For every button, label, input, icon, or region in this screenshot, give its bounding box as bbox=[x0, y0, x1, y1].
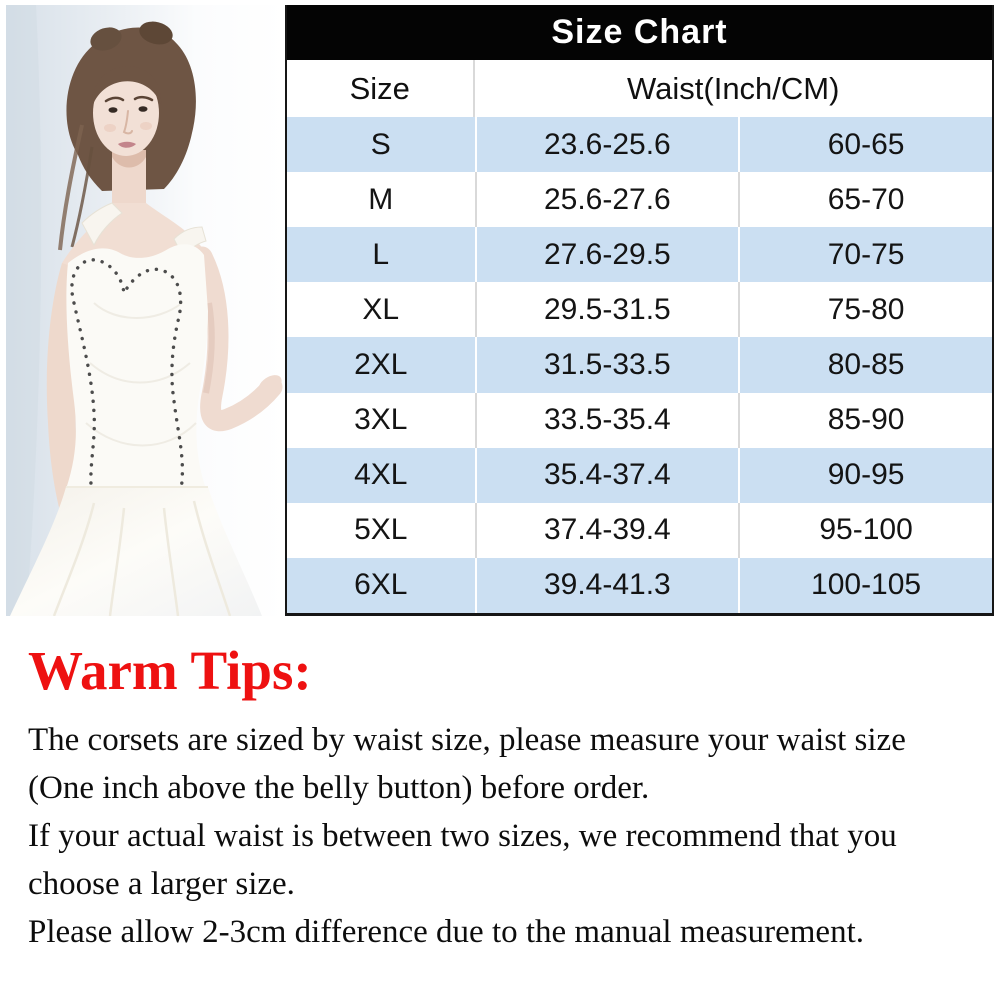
size-chart-body: S 23.6-25.6 60-65 M 25.6-27.6 65-70 L 27… bbox=[287, 117, 992, 613]
table-row: 5XL 37.4-39.4 95-100 bbox=[287, 502, 992, 558]
table-row: 2XL 31.5-33.5 80-85 bbox=[287, 337, 992, 393]
size-cell: 4XL bbox=[354, 458, 408, 492]
warm-tips-line: choose a larger size. bbox=[28, 866, 295, 902]
size-cell: 2XL bbox=[354, 347, 408, 381]
model-photo bbox=[6, 5, 285, 616]
warm-tips-line: (One inch above the belly button) before… bbox=[28, 770, 650, 806]
waist-inch-cell: 29.5-31.5 bbox=[474, 282, 739, 338]
warm-tips-line: If your actual waist is between two size… bbox=[28, 818, 897, 854]
waist-inch-cell: 35.4-37.4 bbox=[474, 447, 739, 503]
size-cell: L bbox=[372, 237, 390, 271]
size-cell: 6XL bbox=[354, 568, 408, 602]
waist-cm-cell: 65-70 bbox=[738, 172, 992, 228]
size-cell: 5XL bbox=[354, 513, 408, 547]
waist-cm-cell: 80-85 bbox=[738, 337, 992, 393]
waist-inch-cell: 23.6-25.6 bbox=[474, 117, 739, 173]
size-chart-header-row: Size Waist(Inch/CM) bbox=[287, 60, 992, 117]
waist-inch-cell: 25.6-27.6 bbox=[474, 172, 739, 228]
column-header-size: Size bbox=[287, 60, 475, 117]
waist-cm-cell: 75-80 bbox=[738, 282, 992, 338]
warm-tips-heading: Warm Tips: bbox=[28, 640, 312, 701]
waist-inch-cell: 37.4-39.4 bbox=[474, 502, 739, 558]
table-row: XL 29.5-31.5 75-80 bbox=[287, 282, 992, 338]
waist-inch-cell: 33.5-35.4 bbox=[474, 392, 739, 448]
waist-cm-cell: 70-75 bbox=[738, 227, 992, 283]
table-row: 4XL 35.4-37.4 90-95 bbox=[287, 447, 992, 503]
model-illustration bbox=[6, 5, 285, 616]
warm-tips-line: The corsets are sized by waist size, ple… bbox=[28, 722, 906, 758]
warm-tips-section: Warm Tips: The corsets are sized by wais… bbox=[28, 640, 988, 956]
column-header-waist: Waist(Inch/CM) bbox=[627, 70, 840, 106]
waist-cm-cell: 90-95 bbox=[738, 447, 992, 503]
size-cell: 3XL bbox=[354, 403, 408, 437]
table-row: M 25.6-27.6 65-70 bbox=[287, 172, 992, 228]
table-row: 3XL 33.5-35.4 85-90 bbox=[287, 392, 992, 448]
size-cell: XL bbox=[362, 292, 400, 326]
waist-inch-cell: 31.5-33.5 bbox=[474, 337, 739, 393]
table-row: L 27.6-29.5 70-75 bbox=[287, 227, 992, 283]
waist-cm-cell: 100-105 bbox=[738, 557, 992, 613]
waist-cm-cell: 95-100 bbox=[738, 502, 992, 558]
table-row: 6XL 39.4-41.3 100-105 bbox=[287, 557, 992, 613]
size-cell: M bbox=[368, 182, 394, 216]
size-chart-title: Size Chart bbox=[287, 5, 992, 60]
waist-cm-cell: 85-90 bbox=[738, 392, 992, 448]
waist-inch-cell: 39.4-41.3 bbox=[474, 557, 739, 613]
size-chart-table: Size Chart Size Waist(Inch/CM) S 23.6-25… bbox=[285, 5, 994, 616]
warm-tips-line: Please allow 2-3cm difference due to the… bbox=[28, 914, 864, 950]
size-cell: S bbox=[370, 127, 391, 161]
waist-cm-cell: 60-65 bbox=[738, 117, 992, 173]
table-row: S 23.6-25.6 60-65 bbox=[287, 117, 992, 173]
waist-inch-cell: 27.6-29.5 bbox=[474, 227, 739, 283]
